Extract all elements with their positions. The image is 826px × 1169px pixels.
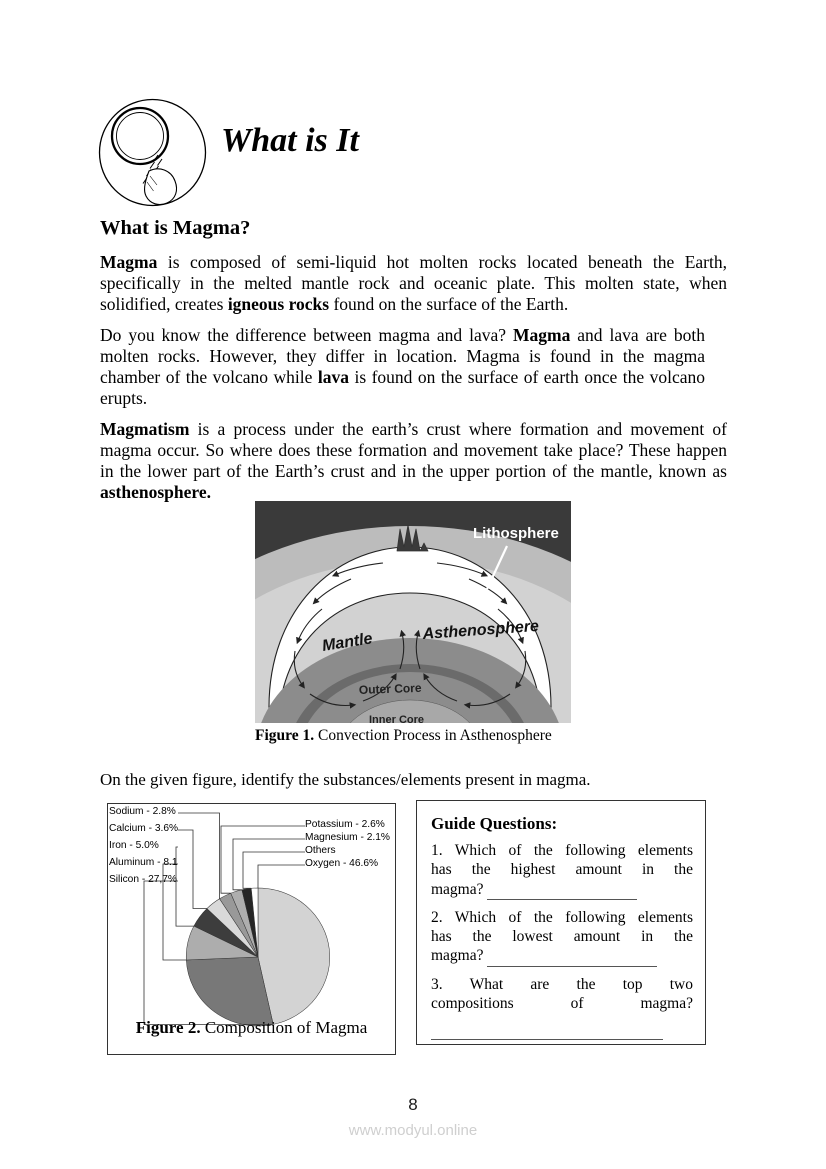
- svg-text:Lithosphere: Lithosphere: [473, 525, 559, 542]
- svg-text:Outer Core: Outer Core: [359, 681, 422, 697]
- svg-text:Inner Core: Inner Core: [369, 714, 424, 723]
